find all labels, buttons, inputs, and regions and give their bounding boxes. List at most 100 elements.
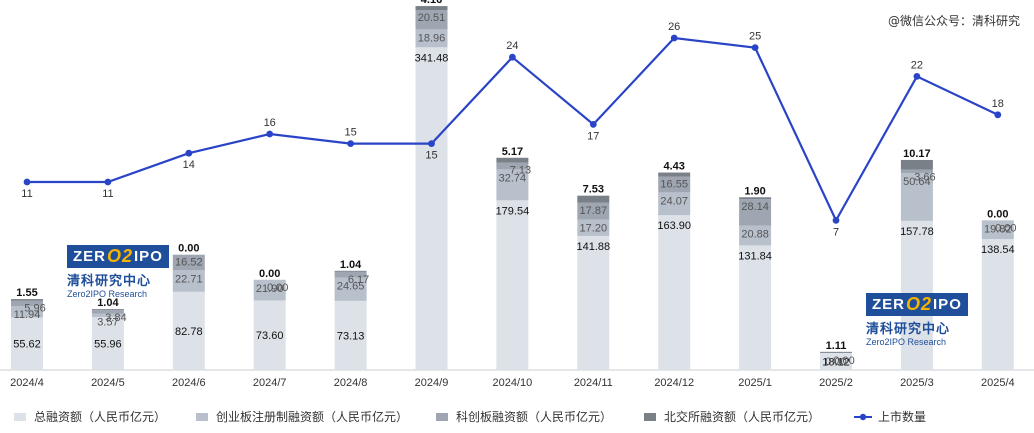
data-label-star: 0.00: [833, 355, 854, 367]
bar-chinext: [496, 169, 529, 201]
bar-star: [172, 254, 205, 271]
line-point: [751, 44, 759, 51]
data-label-chinext: 0.00: [825, 356, 846, 368]
bar-bse: [11, 299, 43, 301]
bar-star: [900, 169, 933, 174]
x-tick-label: 2024/8: [334, 377, 368, 389]
bar-bse: [900, 159, 933, 170]
bar-star: [739, 199, 772, 226]
data-label-star: 16.55: [660, 179, 688, 191]
data-label-bse: 0.00: [178, 243, 199, 255]
data-label-bse: 0.00: [987, 208, 1008, 220]
data-label-bse: 7.53: [583, 184, 604, 196]
data-label-bse: 1.55: [16, 287, 37, 299]
legend-swatch-total: [14, 413, 26, 421]
bar-chinext: [900, 173, 933, 221]
bar-total: [11, 317, 43, 370]
data-label-star: 3.84: [105, 312, 126, 324]
data-label-total: 138.54: [981, 244, 1015, 256]
data-label-chinext: 20.88: [741, 229, 769, 241]
data-label-star: 6.17: [348, 274, 369, 286]
data-label-star: 7.13: [510, 165, 531, 177]
data-label-bse: 4.16: [421, 0, 442, 6]
line-label: 7: [833, 226, 839, 238]
bar-total: [415, 47, 448, 371]
bar-star: [91, 310, 124, 314]
data-label-chinext: 19.82: [984, 223, 1012, 235]
data-label-total: 82.78: [175, 326, 203, 338]
line-label: 16: [264, 117, 276, 129]
bar-chinext: [253, 279, 286, 301]
line-point: [913, 73, 921, 80]
line-label: 11: [21, 188, 32, 200]
data-label-chinext: 18.96: [418, 32, 446, 44]
data-label-chinext: 17.20: [580, 223, 608, 235]
data-label-total: 163.90: [657, 220, 691, 232]
data-label-bse: 4.43: [663, 161, 684, 173]
data-label-chinext: 11.94: [14, 309, 41, 321]
bar-star: [577, 202, 610, 220]
bar-bse: [91, 309, 124, 311]
bar-chinext: [739, 225, 772, 246]
data-label-bse: 1.04: [340, 259, 362, 271]
bar-total: [739, 245, 772, 370]
line-label: 25: [749, 31, 761, 43]
legend-marker-line: [859, 413, 867, 421]
data-label-star: 20.51: [418, 12, 446, 24]
data-label-total: 73.60: [256, 330, 284, 342]
bar-bse: [658, 172, 691, 177]
data-label-bse: 1.90: [744, 185, 765, 197]
bar-star: [496, 162, 529, 170]
data-label-chinext: 32.74: [499, 172, 527, 184]
line-label: 18: [992, 98, 1004, 110]
watermark-text: @微信公众号：清科研究: [887, 14, 1020, 28]
bar-total: [334, 300, 367, 370]
data-label-total: 157.78: [900, 226, 934, 238]
legend-label-line: 上市数量: [878, 409, 926, 424]
bar-star: [11, 300, 43, 307]
line-point: [428, 140, 435, 148]
bar-chinext: [577, 219, 610, 236]
bar-chinext: [11, 306, 43, 318]
bar-bse: [415, 6, 448, 11]
x-tick-label: 2024/10: [493, 377, 533, 389]
legend-label-total: 总融资额（人民币亿元）: [34, 409, 166, 424]
data-label-bse: 10.17: [903, 148, 931, 160]
data-label-chinext: 3.57: [97, 317, 118, 329]
x-tick-label: 2024/4: [10, 377, 44, 389]
bar-bse: [820, 351, 852, 353]
data-label-total: 55.96: [94, 339, 122, 351]
bar-total: [577, 235, 610, 370]
line-point: [104, 178, 112, 186]
data-label-bse: 1.04: [97, 297, 119, 309]
bar-chinext: [658, 192, 691, 216]
data-label-star: 17.87: [580, 205, 608, 217]
line-point: [994, 111, 1002, 119]
line-point: [509, 53, 516, 61]
line-label: 22: [911, 59, 923, 71]
x-tick-label: 2024/12: [654, 377, 694, 389]
data-label-chinext: 24.07: [660, 195, 688, 207]
data-label-chinext: 22.71: [175, 273, 203, 285]
data-label-total: 18.12: [822, 356, 850, 368]
bar-chinext: [172, 270, 205, 292]
data-label-chinext: 21.90: [256, 283, 284, 295]
line-label: 14: [183, 159, 195, 171]
bar-total: [253, 300, 286, 370]
legend-swatch-star: [436, 413, 448, 421]
x-tick-label: 2025/2: [819, 377, 853, 389]
data-label-star: 0.00: [995, 222, 1016, 234]
line-label: 15: [425, 150, 437, 162]
data-label-star: 28.14: [741, 201, 769, 213]
data-label-star: 16.52: [175, 257, 203, 269]
bar-total: [820, 352, 852, 370]
line-point: [589, 121, 597, 128]
x-tick-label: 2024/9: [415, 377, 449, 389]
bar-total: [91, 317, 124, 370]
data-label-star: 3.66: [914, 172, 935, 184]
zero2ipo-logo: ZER O2 IPO 清科研究中心 Zero2IPO Research: [67, 245, 169, 299]
x-tick-label: 2024/11: [574, 377, 613, 389]
data-label-total: 141.88: [576, 241, 610, 253]
legend-label-bse: 北交所融资额（人民币亿元）: [664, 409, 820, 424]
